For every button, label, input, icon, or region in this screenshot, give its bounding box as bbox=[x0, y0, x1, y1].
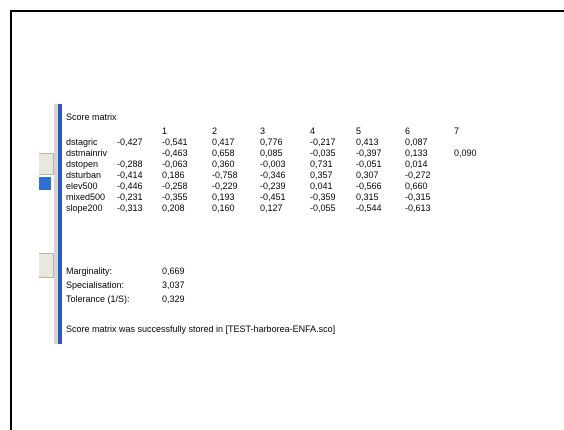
cell: 0,085 bbox=[260, 148, 283, 158]
cell: -0,544 bbox=[356, 203, 382, 213]
cell: -0,414 bbox=[117, 170, 143, 180]
cell: -0,315 bbox=[405, 192, 431, 202]
cell: 0,360 bbox=[212, 159, 235, 169]
marginality-label: Marginality: bbox=[66, 266, 113, 276]
cell: 0,133 bbox=[405, 148, 428, 158]
row-name: slope200 bbox=[66, 203, 103, 213]
col-header-1: 1 bbox=[162, 126, 168, 136]
cell: 0,160 bbox=[212, 203, 235, 213]
cell: 0,660 bbox=[405, 181, 428, 191]
cell: 0,658 bbox=[212, 148, 235, 158]
col-header-3: 3 bbox=[260, 126, 266, 136]
specialisation-value: 3,037 bbox=[162, 280, 185, 290]
matrix-title: Score matrix bbox=[66, 112, 117, 122]
row-name: elev500 bbox=[66, 181, 98, 191]
tolerance-value: 0,329 bbox=[162, 294, 185, 304]
cell: -0,451 bbox=[260, 192, 286, 202]
cell: -0,272 bbox=[405, 170, 431, 180]
col-header-5: 5 bbox=[356, 126, 362, 136]
cell: 0,087 bbox=[405, 137, 428, 147]
row-name: dstagric bbox=[66, 137, 98, 147]
row-name: dstopen bbox=[66, 159, 99, 169]
cell: -0,359 bbox=[310, 192, 336, 202]
cell: -0,613 bbox=[405, 203, 431, 213]
cell: -0,231 bbox=[117, 192, 143, 202]
cell: 0,417 bbox=[212, 137, 235, 147]
cell: 0,127 bbox=[260, 203, 283, 213]
col-header-2: 2 bbox=[212, 126, 218, 136]
cell: -0,063 bbox=[162, 159, 188, 169]
cell: 0,208 bbox=[162, 203, 185, 213]
side-tab-lower[interactable] bbox=[39, 253, 54, 278]
cell: -0,258 bbox=[162, 181, 188, 191]
cell: -0,355 bbox=[162, 192, 188, 202]
cell: 0,731 bbox=[310, 159, 333, 169]
cell: -0,217 bbox=[310, 137, 336, 147]
cell: 0,776 bbox=[260, 137, 283, 147]
cell: 0,413 bbox=[356, 137, 379, 147]
specialisation-label: Specialisation: bbox=[66, 280, 125, 290]
cell: 0,307 bbox=[356, 170, 379, 180]
cell: 0,357 bbox=[310, 170, 333, 180]
cell: -0,566 bbox=[356, 181, 382, 191]
cell: -0,397 bbox=[356, 148, 382, 158]
cell: 0,193 bbox=[212, 192, 235, 202]
cell: -0,003 bbox=[260, 159, 286, 169]
col-header-4: 4 bbox=[310, 126, 316, 136]
cell: -0,239 bbox=[260, 181, 286, 191]
cell: -0,427 bbox=[117, 137, 143, 147]
cell: -0,229 bbox=[212, 181, 238, 191]
output-window-frame bbox=[10, 10, 564, 430]
marginality-value: 0,669 bbox=[162, 266, 185, 276]
cell: -0,055 bbox=[310, 203, 336, 213]
cell: 0,186 bbox=[162, 170, 185, 180]
row-name: dsturban bbox=[66, 170, 102, 180]
cell: -0,541 bbox=[162, 137, 188, 147]
panel-gutter bbox=[54, 104, 58, 344]
cell: -0,346 bbox=[260, 170, 286, 180]
cell: 0,090 bbox=[454, 148, 477, 158]
cell: 0,041 bbox=[310, 181, 333, 191]
row-name: dstmainriv bbox=[66, 148, 108, 158]
cell: -0,313 bbox=[117, 203, 143, 213]
score-matrix-panel: Score matrix 1 2 3 4 5 6 7 dstagric -0,4… bbox=[58, 104, 478, 344]
cell: -0,758 bbox=[212, 170, 238, 180]
cell: -0,463 bbox=[162, 148, 188, 158]
col-header-7: 7 bbox=[454, 126, 460, 136]
cell: -0,035 bbox=[310, 148, 336, 158]
tolerance-label: Tolerance (1/S): bbox=[66, 294, 130, 304]
cell: 0,014 bbox=[405, 159, 428, 169]
cell: 0,315 bbox=[356, 192, 379, 202]
side-tab-upper[interactable] bbox=[39, 153, 54, 175]
cell: -0,446 bbox=[117, 181, 143, 191]
status-message: Score matrix was successfully stored in … bbox=[66, 324, 336, 334]
cell: -0,051 bbox=[356, 159, 382, 169]
cell: -0,288 bbox=[117, 159, 143, 169]
row-name: mixed500 bbox=[66, 192, 106, 202]
side-selection-marker bbox=[39, 177, 51, 190]
col-header-6: 6 bbox=[405, 126, 411, 136]
